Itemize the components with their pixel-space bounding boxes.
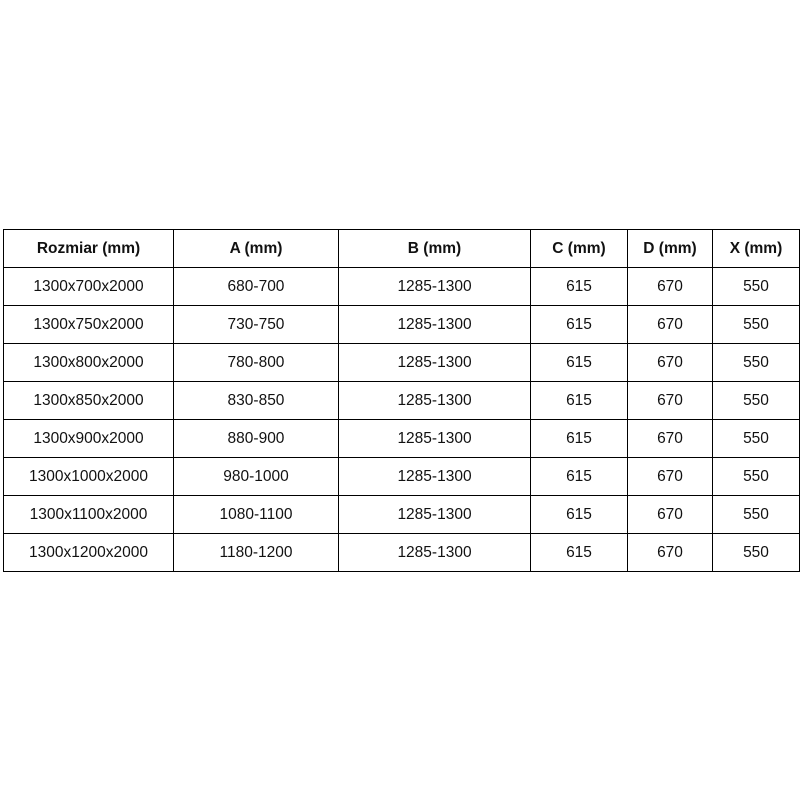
table-cell: 670	[627, 381, 713, 420]
table-cell: 670	[627, 495, 713, 534]
table-row: 1300x1100x2000 1080-1100 1285-1300 615 670 55…	[3, 495, 800, 534]
column-header: Rozmiar (mm)	[3, 229, 174, 268]
dimensions-table: Rozmiar (mm) A (mm) B (mm) C (mm) D (mm) X (m…	[3, 229, 800, 572]
header-row: Rozmiar (mm) A (mm) B (mm) C (mm) D (mm) X (m…	[3, 229, 800, 268]
table-cell: 980-1000	[173, 457, 339, 496]
column-header: B (mm)	[338, 229, 531, 268]
table-cell: 730-750	[173, 305, 339, 344]
table-cell: 1285-1300	[338, 495, 531, 534]
table-cell: 550	[712, 381, 800, 420]
table-cell: 615	[530, 495, 628, 534]
table-row: 1300x700x2000 680-700 1285-1300 615 670 550	[3, 267, 800, 306]
table-cell: 550	[712, 533, 800, 572]
column-header: C (mm)	[530, 229, 628, 268]
column-header: D (mm)	[627, 229, 713, 268]
table-cell: 1300x1200x2000	[3, 533, 174, 572]
table-cell: 615	[530, 305, 628, 344]
table-cell: 1285-1300	[338, 381, 531, 420]
table-cell: 680-700	[173, 267, 339, 306]
table-cell: 1285-1300	[338, 419, 531, 458]
table-cell: 615	[530, 457, 628, 496]
table-cell: 1285-1300	[338, 457, 531, 496]
table-cell: 1300x1000x2000	[3, 457, 174, 496]
table-cell: 1300x900x2000	[3, 419, 174, 458]
table-cell: 550	[712, 305, 800, 344]
table-cell: 550	[712, 419, 800, 458]
table-cell: 550	[712, 267, 800, 306]
table-cell: 670	[627, 533, 713, 572]
table-cell: 830-850	[173, 381, 339, 420]
table-cell: 1285-1300	[338, 343, 531, 382]
table-cell: 615	[530, 419, 628, 458]
column-header: X (mm)	[712, 229, 800, 268]
table-cell: 615	[530, 267, 628, 306]
column-header: A (mm)	[173, 229, 339, 268]
table-cell: 670	[627, 267, 713, 306]
table-cell: 1285-1300	[338, 267, 531, 306]
table-row: 1300x750x2000 730-750 1285-1300 615 670 550	[3, 305, 800, 344]
table-cell: 1080-1100	[173, 495, 339, 534]
table-cell: 1285-1300	[338, 533, 531, 572]
table-cell: 1180-1200	[173, 533, 339, 572]
table-row: 1300x1000x2000 980-1000 1285-1300 615 670 550	[3, 457, 800, 496]
table-cell: 615	[530, 533, 628, 572]
table-cell: 1300x800x2000	[3, 343, 174, 382]
table-cell: 550	[712, 495, 800, 534]
table-row: 1300x900x2000 880-900 1285-1300 615 670 550	[3, 419, 800, 458]
table-cell: 1300x850x2000	[3, 381, 174, 420]
table-cell: 1300x1100x2000	[3, 495, 174, 534]
table-row: 1300x850x2000 830-850 1285-1300 615 670 550	[3, 381, 800, 420]
table-cell: 1300x750x2000	[3, 305, 174, 344]
table-cell: 670	[627, 343, 713, 382]
table-cell: 550	[712, 457, 800, 496]
table-cell: 880-900	[173, 419, 339, 458]
table-row: 1300x1200x2000 1180-1200 1285-1300 615 670 55…	[3, 533, 800, 572]
table-cell: 670	[627, 419, 713, 458]
table-cell: 780-800	[173, 343, 339, 382]
table-cell: 550	[712, 343, 800, 382]
table-cell: 1300x700x2000	[3, 267, 174, 306]
table-cell: 670	[627, 305, 713, 344]
table-cell: 615	[530, 381, 628, 420]
table-cell: 615	[530, 343, 628, 382]
table-row: 1300x800x2000 780-800 1285-1300 615 670 550	[3, 343, 800, 382]
table-cell: 1285-1300	[338, 305, 531, 344]
table-cell: 670	[627, 457, 713, 496]
